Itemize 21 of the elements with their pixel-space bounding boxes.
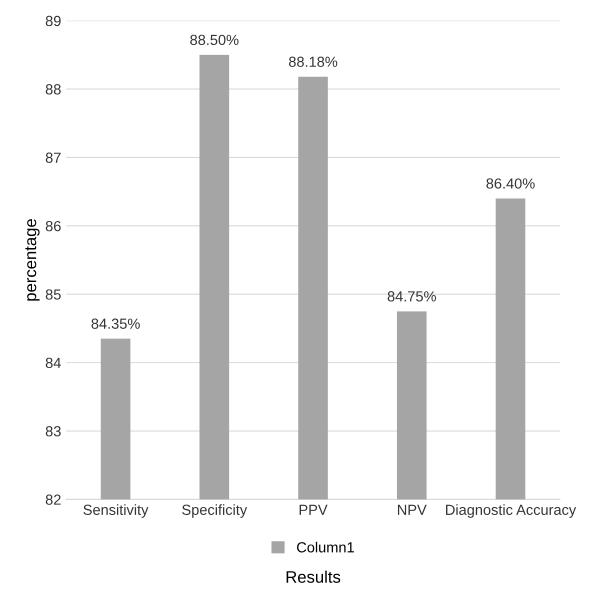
y-tick-label: 83 bbox=[46, 426, 61, 436]
y-axis-title: percentage bbox=[25, 219, 40, 301]
y-tick-label: 82 bbox=[46, 494, 61, 505]
x-tick-label: Sensitivity bbox=[83, 504, 148, 518]
y-tick-label: 87 bbox=[46, 152, 61, 163]
data-label: 88.50% bbox=[190, 34, 239, 46]
x-tick-label: Diagnostic Accuracy bbox=[446, 504, 576, 518]
y-tick-label: 89 bbox=[46, 16, 61, 26]
y-tick-label: 85 bbox=[46, 289, 61, 300]
x-tick-label: Specificity bbox=[182, 504, 248, 518]
data-label: 84.75% bbox=[388, 291, 436, 302]
y-tick-label: 88 bbox=[46, 84, 61, 94]
data-label: 86.40% bbox=[486, 178, 535, 189]
x-tick-label: PPV bbox=[300, 504, 328, 515]
y-tick-label: 84 bbox=[46, 358, 61, 368]
data-label: 88.18% bbox=[288, 56, 338, 67]
y-tick-label: 86 bbox=[46, 220, 61, 232]
x-axis-title: Results bbox=[286, 570, 340, 583]
x-tick-label: NPV bbox=[398, 504, 427, 515]
data-label: 84.35% bbox=[91, 318, 140, 329]
legend-label: Column1 bbox=[296, 542, 354, 552]
